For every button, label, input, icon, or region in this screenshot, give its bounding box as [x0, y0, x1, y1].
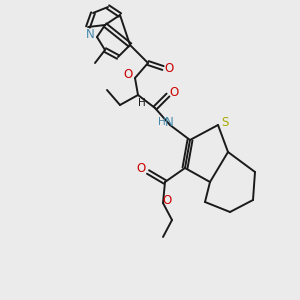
- Text: N: N: [165, 116, 173, 128]
- Text: S: S: [221, 116, 229, 130]
- Text: O: O: [123, 68, 133, 80]
- Text: O: O: [136, 163, 146, 176]
- Text: N: N: [85, 28, 94, 41]
- Text: H: H: [138, 98, 146, 108]
- Text: H: H: [158, 117, 166, 127]
- Text: O: O: [169, 86, 178, 100]
- Text: O: O: [162, 194, 172, 206]
- Text: O: O: [164, 61, 174, 74]
